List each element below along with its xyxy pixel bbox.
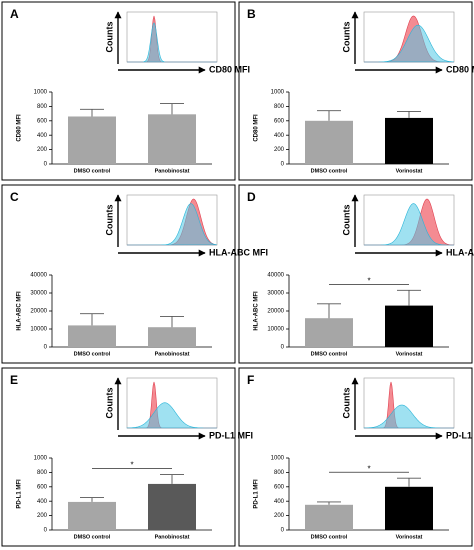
mfi-label: CD80 MFI <box>209 64 250 74</box>
x-tick-label: Panobinostat <box>155 351 190 357</box>
x-tick-label: Panobinostat <box>155 534 190 540</box>
histogram-treated <box>127 22 217 63</box>
y-axis-label: HLA-ABC MFI <box>17 291 23 331</box>
histogram-treated <box>126 402 217 429</box>
mfi-label: HLA-ABC MFI <box>446 247 474 257</box>
y-axis-label: HLA-ABC MFI <box>254 291 260 331</box>
histogram-treated <box>126 203 218 246</box>
x-tick-label: DMSO control <box>74 534 111 540</box>
panel-frame <box>1 1 236 181</box>
mfi-label: CD80 MFI <box>446 64 474 74</box>
bar <box>148 327 196 347</box>
counts-label: Counts <box>341 205 351 236</box>
panel-letter: A <box>10 7 19 21</box>
x-tick-label: Vorinostat <box>396 351 423 357</box>
panel-letter: D <box>247 190 256 204</box>
y-tick-label: 10000 <box>267 327 284 333</box>
bar <box>148 114 196 164</box>
y-tick-label: 600 <box>37 484 48 490</box>
counts-label: Counts <box>104 22 114 53</box>
significance-label: * <box>367 276 370 285</box>
y-tick-label: 1000 <box>34 90 48 96</box>
panel-frame <box>238 184 473 364</box>
x-tick-label: Vorinostat <box>396 168 423 174</box>
significance-label: * <box>367 464 370 473</box>
bar <box>68 501 116 530</box>
y-tick-label: 200 <box>37 147 48 153</box>
panel-frame <box>1 367 236 547</box>
bar <box>385 117 433 164</box>
y-axis-label: PD-L1 MFI <box>254 479 260 509</box>
counts-label: Counts <box>104 205 114 236</box>
bar <box>68 325 116 347</box>
panel-letter: B <box>247 7 256 21</box>
y-axis-label: CD80 MFI <box>254 114 260 142</box>
bar <box>305 318 353 347</box>
x-tick-label: DMSO control <box>74 351 111 357</box>
y-tick-label: 400 <box>274 133 285 139</box>
y-tick-label: 30000 <box>30 291 47 297</box>
x-tick-label: DMSO control <box>311 351 348 357</box>
panel-letter: C <box>10 190 19 204</box>
histogram-treated <box>364 203 454 246</box>
histogram-treated <box>363 404 454 429</box>
panel-frame <box>238 367 473 547</box>
y-tick-label: 400 <box>37 133 48 139</box>
mfi-label: PD-L1 MFI <box>446 430 474 440</box>
y-tick-label: 0 <box>281 345 285 351</box>
y-tick-label: 800 <box>274 104 285 110</box>
y-tick-label: 1000 <box>34 456 48 462</box>
x-tick-label: Panobinostat <box>155 168 190 174</box>
y-tick-label: 40000 <box>30 273 47 279</box>
y-tick-label: 20000 <box>30 309 47 315</box>
histogram-frame <box>126 11 218 63</box>
y-tick-label: 20000 <box>267 309 284 315</box>
y-tick-label: 800 <box>37 470 48 476</box>
bar <box>305 504 353 530</box>
bar <box>385 486 433 530</box>
y-tick-label: 1000 <box>271 456 285 462</box>
y-axis-label: CD80 MFI <box>17 114 23 142</box>
panel-letter: E <box>10 373 18 387</box>
y-tick-label: 400 <box>274 499 285 505</box>
y-tick-label: 400 <box>37 499 48 505</box>
x-tick-label: Vorinostat <box>396 534 423 540</box>
y-axis-label: PD-L1 MFI <box>17 479 23 509</box>
y-tick-label: 1000 <box>271 90 285 96</box>
y-tick-label: 600 <box>274 118 285 124</box>
y-tick-label: 200 <box>37 513 48 519</box>
y-tick-label: 800 <box>37 104 48 110</box>
bar <box>385 305 433 347</box>
histogram-treated <box>363 24 455 63</box>
counts-label: Counts <box>341 22 351 53</box>
counts-label: Counts <box>341 388 351 419</box>
mfi-label: PD-L1 MFI <box>209 430 253 440</box>
y-tick-label: 600 <box>274 484 285 490</box>
y-tick-label: 0 <box>44 345 48 351</box>
panel-letter: F <box>247 373 254 387</box>
panel-frame <box>238 1 473 181</box>
y-tick-label: 200 <box>274 147 285 153</box>
y-tick-label: 30000 <box>267 291 284 297</box>
y-tick-label: 800 <box>274 470 285 476</box>
x-tick-label: DMSO control <box>311 168 348 174</box>
bar <box>148 483 196 530</box>
y-tick-label: 0 <box>281 162 285 168</box>
x-tick-label: DMSO control <box>74 168 111 174</box>
significance-label: * <box>130 461 133 470</box>
y-tick-label: 10000 <box>30 327 47 333</box>
y-tick-label: 200 <box>274 513 285 519</box>
y-tick-label: 40000 <box>267 273 284 279</box>
bar <box>305 120 353 164</box>
y-tick-label: 600 <box>37 118 48 124</box>
y-tick-label: 0 <box>44 162 48 168</box>
counts-label: Counts <box>104 388 114 419</box>
y-tick-label: 0 <box>44 528 48 534</box>
x-tick-label: DMSO control <box>311 534 348 540</box>
bar <box>68 116 116 164</box>
panel-frame <box>1 184 236 364</box>
y-tick-label: 0 <box>281 528 285 534</box>
